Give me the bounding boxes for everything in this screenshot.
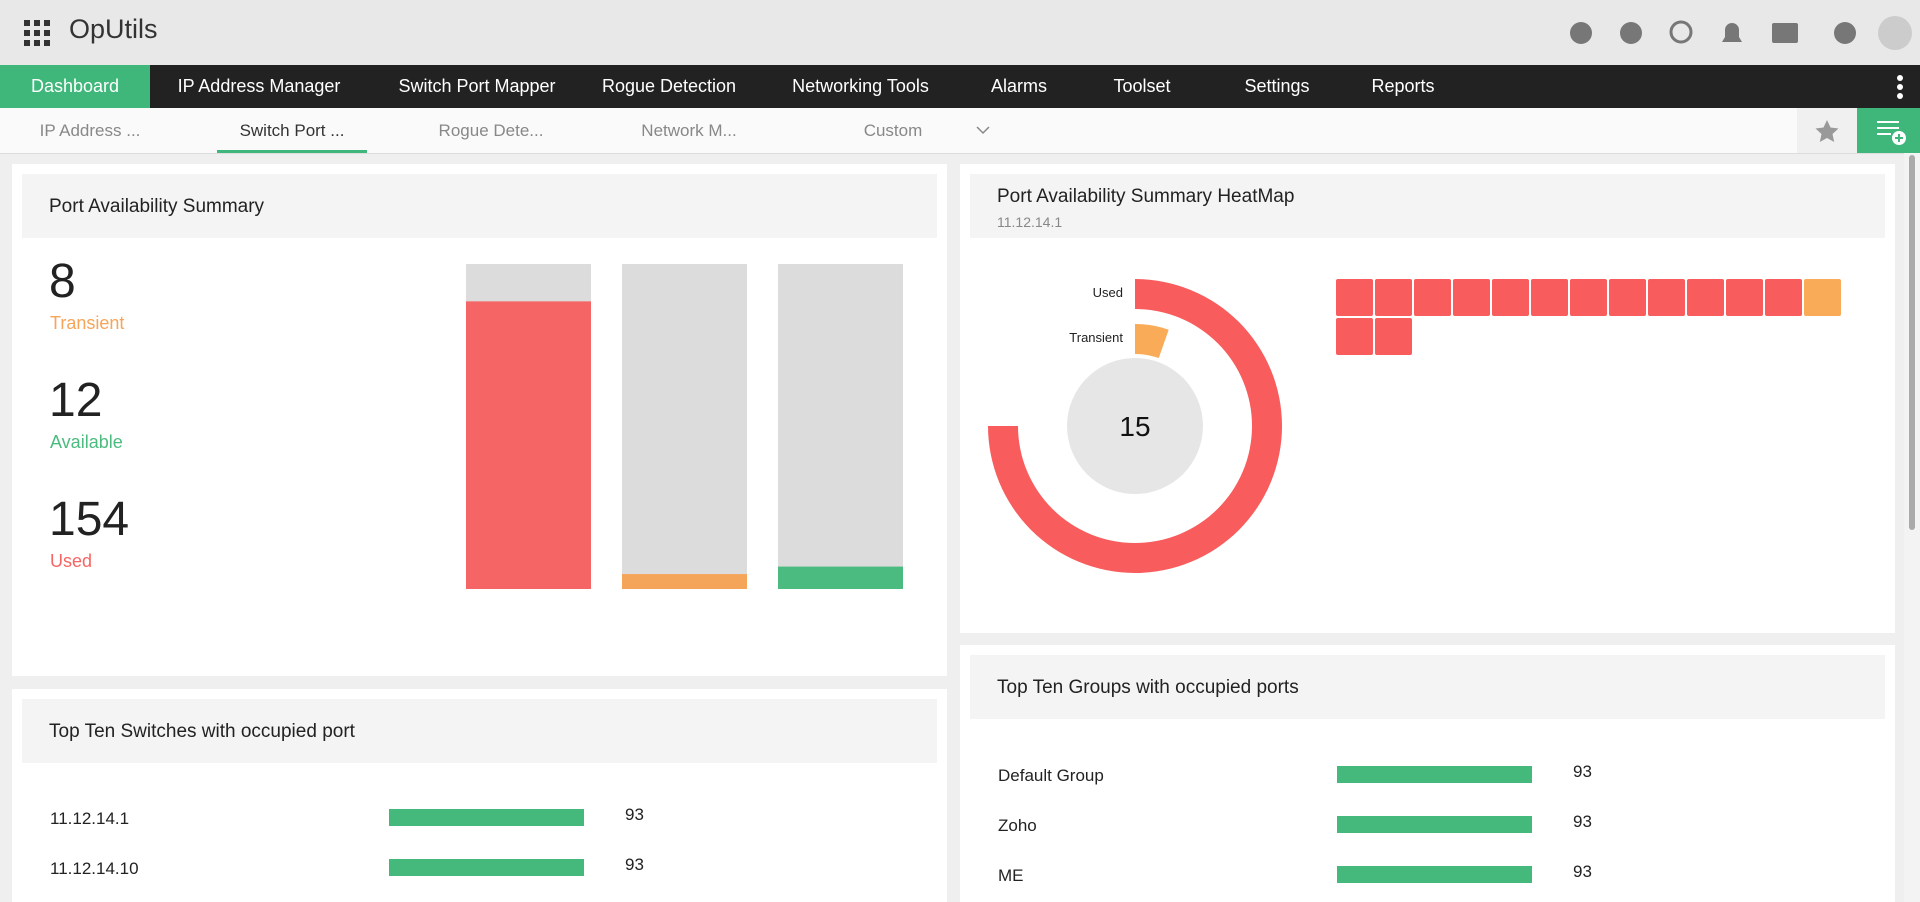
panel-title: Top Ten Switches with occupied port xyxy=(49,721,355,742)
tab[interactable]: Network M... xyxy=(641,121,737,140)
heatmap-panel: Port Availability Summary HeatMap 11.12.1… xyxy=(960,164,1895,633)
favorite-button[interactable] xyxy=(1797,108,1857,153)
search-icon[interactable] xyxy=(1669,20,1693,44)
panel-header: Port Availability Summary xyxy=(22,174,937,238)
heat-cell[interactable] xyxy=(1414,279,1451,316)
row-name: Default Group xyxy=(998,766,1104,785)
row-bar xyxy=(1337,816,1532,833)
panel-subtitle: 11.12.14.1 xyxy=(997,214,1063,230)
row-value: 93 xyxy=(1573,812,1592,831)
groups-panel: Top Ten Groups with occupied ports Defau… xyxy=(960,645,1895,902)
nav-item[interactable]: Toolset xyxy=(1113,76,1171,96)
row-name: ME xyxy=(998,866,1024,885)
stat-value: 8 xyxy=(49,255,76,308)
panel-header: Top Ten Switches with occupied port xyxy=(22,699,937,763)
panel-title: Port Availability Summary HeatMap xyxy=(997,186,1295,207)
tab-bar: IP Address ... Switch Port ... Rogue Dete.… xyxy=(0,108,1920,154)
support-icon[interactable] xyxy=(1620,22,1642,44)
heat-cell[interactable] xyxy=(1609,279,1646,316)
summary-panel: Port Availability Summary 8 Transient 12 Av… xyxy=(12,164,947,676)
radial-bar xyxy=(1135,324,1169,359)
avatar[interactable] xyxy=(1878,16,1912,50)
more-menu[interactable] xyxy=(1896,74,1904,100)
toolbar-icons xyxy=(1570,16,1912,50)
bar xyxy=(622,574,747,589)
nav-item[interactable]: Settings xyxy=(1244,76,1310,96)
nav-item[interactable]: Switch Port Mapper xyxy=(398,76,556,96)
heat-cell[interactable] xyxy=(1765,279,1802,316)
row-bar xyxy=(389,809,584,826)
center-disc xyxy=(1067,358,1203,494)
heat-cell[interactable] xyxy=(1804,279,1841,316)
radial-label: Used xyxy=(1093,285,1123,300)
panel-header: Top Ten Groups with occupied ports xyxy=(970,655,1885,719)
heat-cell[interactable] xyxy=(1726,279,1763,316)
heat-cell[interactable] xyxy=(1375,318,1412,355)
app-name: OpUtils xyxy=(69,14,158,44)
nav-item[interactable]: Alarms xyxy=(990,76,1047,96)
summary-chart: 8 Transient 12 Available 154 Used xyxy=(49,255,903,589)
stat-value: 154 xyxy=(49,493,129,546)
panel-title: Top Ten Groups with occupied ports xyxy=(997,677,1299,698)
settings-icon[interactable] xyxy=(1834,22,1856,44)
center-total: 15 xyxy=(1119,411,1150,442)
switches-list: 11.12.14.1 93 11.12.14.10 93 xyxy=(50,805,644,878)
heat-cell[interactable] xyxy=(1531,279,1568,316)
device-icon[interactable] xyxy=(1772,23,1798,43)
tab[interactable]: IP Address ... xyxy=(39,121,141,140)
bar-track xyxy=(778,264,903,589)
heatmap-chart: Used Transient 15 xyxy=(988,279,1841,573)
row-bar xyxy=(389,859,584,876)
rocket-icon[interactable] xyxy=(1570,22,1592,44)
row-name: 11.12.14.1 xyxy=(50,809,129,828)
tab[interactable]: Rogue Dete... xyxy=(438,121,544,140)
row-value: 93 xyxy=(625,855,644,874)
radial-label: Transient xyxy=(1069,330,1123,345)
panel-header: Port Availability Summary HeatMap 11.12.1… xyxy=(970,174,1885,238)
heat-cell[interactable] xyxy=(1375,279,1412,316)
tab[interactable]: Switch Port ... xyxy=(217,108,367,153)
stat-label: Available xyxy=(50,432,123,452)
add-widget-button[interactable] xyxy=(1857,108,1920,153)
groups-list: Default Group 93 Zoho 93 ME 93 xyxy=(998,762,1592,885)
nav-item[interactable]: Reports xyxy=(1371,76,1435,96)
stat-label: Transient xyxy=(50,313,124,333)
heat-cell[interactable] xyxy=(1687,279,1724,316)
switches-panel: Top Ten Switches with occupied port 11.1… xyxy=(12,689,947,902)
row-value: 93 xyxy=(1573,762,1592,781)
row-bar xyxy=(1337,866,1532,883)
bar xyxy=(778,566,903,589)
heat-cell[interactable] xyxy=(1648,279,1685,316)
bar xyxy=(466,301,591,589)
nav-item[interactable]: Rogue Detection xyxy=(601,76,737,96)
nav-item[interactable]: Networking Tools xyxy=(792,76,929,96)
heat-cell[interactable] xyxy=(1336,279,1373,316)
stat-label: Used xyxy=(50,551,92,571)
bell-icon[interactable] xyxy=(1722,23,1742,42)
row-value: 93 xyxy=(1573,862,1592,881)
row-value: 93 xyxy=(625,805,644,824)
nav-item[interactable]: IP Address Manager xyxy=(177,76,341,96)
tab-dropdown[interactable] xyxy=(975,124,991,136)
heat-cell[interactable] xyxy=(1453,279,1490,316)
nav-item[interactable]: Dashboard xyxy=(0,65,150,108)
row-bar xyxy=(1337,766,1532,783)
apps-icon[interactable] xyxy=(24,20,50,46)
panel-title: Port Availability Summary xyxy=(49,196,265,217)
row-name: Zoho xyxy=(998,816,1037,835)
heat-cell[interactable] xyxy=(1492,279,1529,316)
heat-cell[interactable] xyxy=(1336,318,1373,355)
nav-bar: Dashboard IP Address Manager Switch Port M… xyxy=(0,65,1920,108)
row-name: 11.12.14.10 xyxy=(50,859,139,878)
bar-track xyxy=(622,264,747,589)
stat-value: 12 xyxy=(49,374,102,427)
heat-cell[interactable] xyxy=(1570,279,1607,316)
tab[interactable]: Custom xyxy=(863,121,923,140)
header: OpUtils xyxy=(0,0,1920,65)
scrollbar[interactable] xyxy=(1904,153,1920,902)
